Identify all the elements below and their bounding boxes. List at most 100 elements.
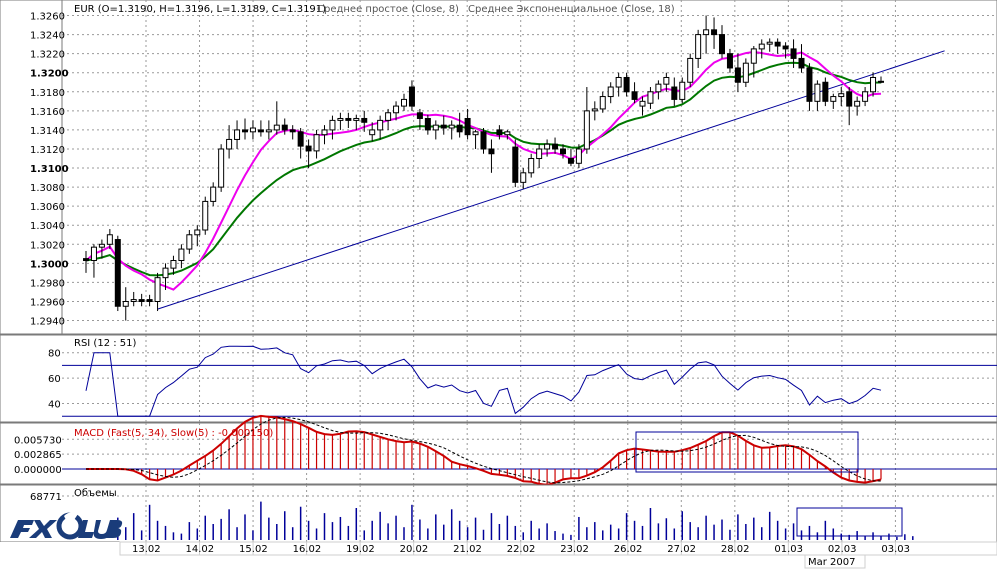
candle-body [369,129,376,136]
macd-label: MACD (Fast(5, 34), Slow(5) : -0.000150) [74,428,273,439]
time-tick-label: 28.02 [721,544,750,555]
candle-body [846,91,853,107]
price-tick-label: 1.3020 [30,240,65,251]
candle-body [313,134,320,152]
candle-body [687,57,694,83]
rsi-panel[interactable]: 80 60 40 RSI (12 : 51) [0,334,997,423]
candle-body [345,117,352,121]
macd-histogram-envelope [86,414,882,486]
candle-body [560,148,566,155]
candle-body [480,131,487,150]
time-tick-label: 02.03 [828,544,857,555]
candle-body [806,67,813,102]
candle-body [647,91,654,104]
candle-body [416,112,423,119]
candle-body [599,96,606,110]
candle-body [750,48,757,64]
candle-body [575,148,582,164]
candle-body [90,246,97,262]
price-tick-label: 1.3060 [30,202,65,213]
candle-body [186,234,193,250]
candle-body [615,76,622,88]
macd-tick-label: 0.000000 [14,465,62,476]
price-tick-label: 1.2980 [30,278,65,289]
price-tick-label: 1.3080 [30,183,65,194]
candle-body [838,93,845,98]
price-tick-label: 1.3220 [30,50,65,61]
candle-body [408,86,415,107]
rsi-tick-label: 60 [48,374,61,385]
price-header-sma: Среднее простое (Close, 8) [317,4,459,15]
price-tick-label: 1.3100 [30,164,69,175]
volume-y-axis: 68771 [30,492,62,503]
candle-body [671,86,678,100]
time-tick-label: 16.02 [293,544,322,555]
candle-body [719,34,725,55]
candle-body [766,41,773,45]
candle-body [774,41,781,47]
candle-body [631,91,638,100]
candlesticks [83,15,884,321]
candle-body [583,110,590,150]
candle-body [464,117,471,136]
candle-body [448,124,455,129]
candle-body [639,100,646,107]
candle-body [106,234,113,245]
candle-body [711,29,718,36]
macd-tick-label: 0.002865 [14,450,62,461]
macd-panel[interactable]: 0.005730 0.002865 0.000000 MACD (Fast(5, 3… [0,414,997,486]
macd-y-axis: 0.005730 0.002865 0.000000 [14,435,62,476]
candle-body [226,138,233,150]
candle-body [552,143,559,150]
price-tick-label: 1.3120 [30,145,65,156]
time-tick-label: 15.02 [239,544,268,555]
fxclub-logo-image [10,512,123,540]
candle-body [257,129,264,133]
candle-body [742,62,749,83]
candle-body [814,83,821,102]
candle-body [607,86,614,98]
candle-body [504,131,511,136]
macd-histogram [125,415,882,485]
macd-highlight-box [635,431,859,473]
time-tick-label: 01.03 [774,544,803,555]
candle-body [822,81,829,102]
candle-body [655,83,662,93]
candle-body [862,91,869,102]
rsi-label: RSI (12 : 51) [74,338,137,349]
candle-body [265,129,272,133]
candle-body [870,76,877,93]
candle-body [830,96,837,102]
time-tick-label: 14.02 [186,544,215,555]
candle-body [703,29,710,36]
candle-body [114,239,121,307]
candle-body [122,300,129,307]
price-panel[interactable]: 1.3260 1.3240 1.3220 1.3200 1.3180 1.3160 1.31… [0,0,997,542]
time-tick-label: 27.02 [667,544,696,555]
candle-body [734,67,741,83]
candle-body [210,186,217,202]
candle-body [353,117,360,121]
time-tick-label: 26.02 [614,544,643,555]
candle-body [496,129,503,136]
candle-body [249,127,256,133]
candle-body [162,267,169,279]
time-axis-ticks: 13.02 14.02 15.02 16.02 19.02 20.02 21.02 22.02… [132,542,910,555]
candle-body [854,100,861,107]
candle-body [488,148,495,155]
time-tick-label: 13.02 [132,544,161,555]
trend-line[interactable] [157,50,945,310]
candle-body [512,146,519,183]
candle-body [798,57,805,69]
volume-panel[interactable]: 68771 Объемы [0,484,997,543]
price-tick-label: 1.3180 [30,88,65,99]
price-tick-label: 1.3000 [30,259,69,270]
candle-body [790,48,797,59]
candle-body [194,229,201,236]
time-axis-strip [119,541,997,556]
candle-body [726,53,733,69]
macd-tick-label: 0.005730 [14,435,62,446]
candle-body [98,243,105,248]
